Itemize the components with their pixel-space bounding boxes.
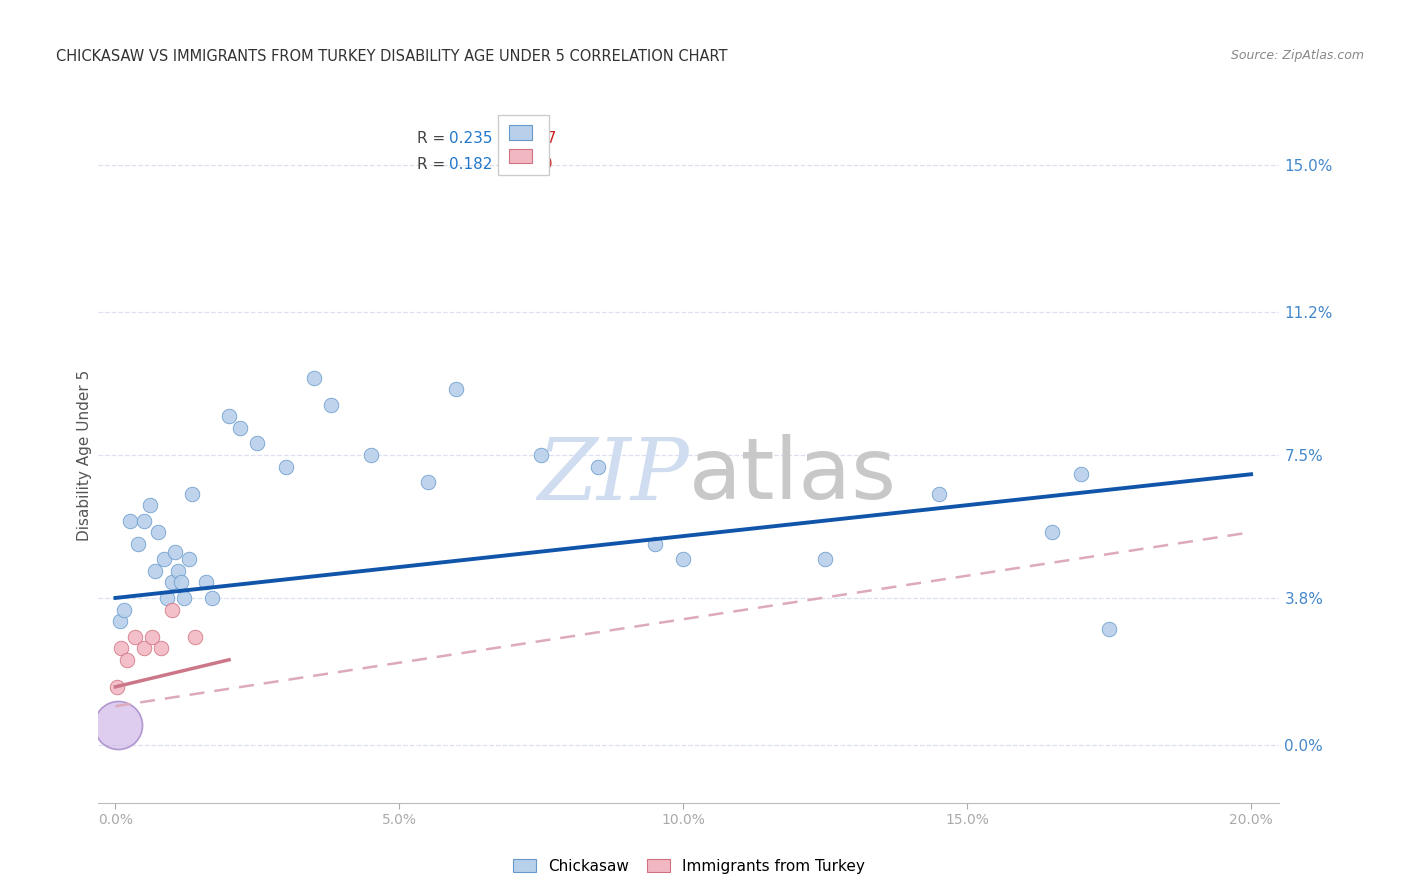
Point (201, 591, 224, 605)
Text: 9: 9 (537, 157, 553, 172)
Text: 37: 37 (537, 131, 557, 146)
Point (110, 641, 132, 656)
Point (321, 398, 343, 412)
Point (181, 486, 204, 500)
Point (167, 564, 190, 578)
Text: Source: ZipAtlas.com: Source: ZipAtlas.com (1230, 49, 1364, 62)
Point (105, 680, 128, 694)
Text: ZIP: ZIP (537, 434, 689, 517)
Point (229, 421, 252, 435)
Point (416, 475, 439, 489)
Point (162, 575, 183, 590)
Point (132, 641, 155, 656)
Text: atlas: atlas (689, 434, 897, 517)
Point (149, 641, 172, 656)
Point (112, 602, 135, 616)
Point (170, 575, 193, 590)
Y-axis label: Disability Age Under 5: Disability Age Under 5 (77, 369, 91, 541)
Point (162, 602, 183, 616)
Point (302, 370, 325, 384)
Point (138, 498, 160, 512)
Point (141, 630, 163, 644)
Point (179, 552, 201, 566)
Point (195, 575, 218, 590)
Point (132, 514, 155, 528)
Point (218, 409, 240, 424)
Text: 0.182: 0.182 (449, 157, 492, 172)
Point (115, 653, 138, 667)
Text: 0.235: 0.235 (449, 131, 492, 146)
Point (127, 537, 149, 551)
Legend: , : , (498, 115, 548, 175)
Text: R =: R = (418, 131, 450, 146)
Point (146, 525, 169, 540)
Point (1040, 525, 1063, 540)
Point (1070, 467, 1092, 482)
Point (530, 448, 553, 462)
Point (644, 537, 666, 551)
Point (155, 591, 177, 605)
Text: N =: N = (498, 157, 541, 172)
Legend: Chickasaw, Immigrants from Turkey: Chickasaw, Immigrants from Turkey (506, 853, 872, 880)
Point (246, 436, 269, 450)
Text: CHICKASAW VS IMMIGRANTS FROM TURKEY DISABILITY AGE UNDER 5 CORRELATION CHART: CHICKASAW VS IMMIGRANTS FROM TURKEY DISA… (56, 49, 728, 64)
Point (108, 614, 131, 628)
Text: R =: R = (418, 157, 450, 172)
Text: N =: N = (498, 131, 541, 146)
Point (814, 552, 837, 566)
Point (1098, 622, 1121, 636)
Point (444, 382, 467, 396)
Point (274, 459, 297, 474)
Point (928, 486, 950, 500)
Point (184, 630, 207, 644)
Point (360, 448, 382, 462)
Point (152, 552, 174, 566)
Point (118, 514, 141, 528)
Point (107, 718, 129, 732)
Point (124, 630, 146, 644)
Point (165, 544, 187, 558)
Point (143, 564, 166, 578)
Point (672, 552, 695, 566)
Point (173, 591, 195, 605)
Point (586, 459, 609, 474)
